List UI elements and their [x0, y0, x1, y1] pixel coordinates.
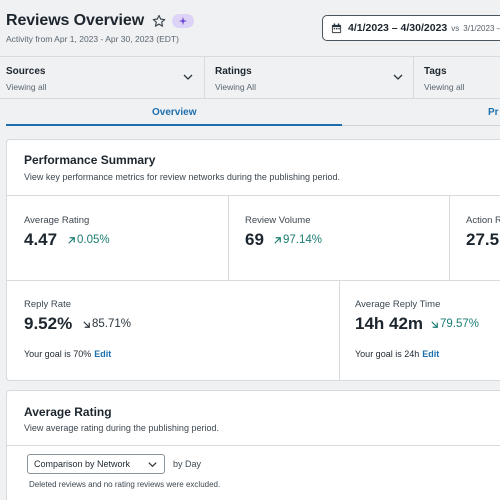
chevron-down-icon	[393, 74, 403, 80]
metric-change: 0.05%	[66, 234, 110, 246]
ai-assist-badge[interactable]	[172, 14, 195, 28]
divider	[7, 195, 500, 196]
metric-change: 85.71%	[81, 318, 131, 330]
by-day-label: by Day	[173, 459, 202, 469]
card-description: View average rating during the publishin…	[24, 423, 219, 433]
metric-value: 9.52%	[24, 314, 73, 333]
arrow-down-right-icon	[83, 320, 90, 328]
metric-action-rate[interactable]: Action R 27.5	[466, 215, 500, 255]
metric-change: 79.57%	[429, 318, 479, 330]
star-outline-icon[interactable]	[152, 14, 166, 28]
performance-summary-card: Performance Summary View key performance…	[6, 139, 500, 381]
comparison-range: 3/1/2023 –	[463, 23, 500, 33]
divider	[339, 280, 340, 380]
goal-label: Your goal is 70%	[24, 349, 92, 359]
metric-value: 14h 42m	[355, 314, 424, 333]
tab-bar: Overview Pr	[0, 99, 500, 129]
filter-tags[interactable]: Tags Viewing all	[418, 57, 500, 99]
metric-reply-rate[interactable]: Reply Rate 9.52% 85.71% Your goal is 70%…	[24, 299, 324, 369]
divider	[7, 445, 500, 446]
sparkle-icon	[178, 16, 188, 26]
metric-average-rating[interactable]: Average Rating 4.47 0.05%	[24, 215, 224, 255]
card-description: View key performance metrics for review …	[24, 172, 340, 182]
tab-overview[interactable]: Overview	[152, 107, 197, 118]
chevron-down-icon	[148, 462, 157, 468]
metric-change-value: 97.14%	[283, 234, 323, 246]
divider	[449, 195, 450, 280]
comparison-select[interactable]: Comparison by Network	[27, 454, 165, 474]
metric-average-reply-time[interactable]: Average Reply Time 14h 42m 79.57% Your g…	[355, 299, 500, 369]
tab-next[interactable]: Pr	[488, 107, 499, 118]
goal-text: Your goal is 70% Edit	[24, 349, 111, 359]
tab-divider	[342, 125, 500, 126]
metric-label: Average Rating	[24, 215, 90, 226]
goal-text: Your goal is 24h Edit	[355, 349, 439, 359]
metric-label: Average Reply Time	[355, 299, 441, 310]
page-title: Reviews Overview	[6, 12, 145, 29]
filter-label: Tags	[424, 66, 447, 77]
page-header: Reviews Overview Activity from Apr 1, 20…	[0, 0, 500, 56]
chevron-down-icon	[183, 74, 193, 80]
card-title: Average Rating	[24, 405, 112, 419]
card-title: Performance Summary	[24, 153, 156, 167]
comparison-prefix: vs	[451, 23, 460, 33]
filter-sources[interactable]: Sources Viewing all	[0, 57, 205, 99]
date-range-value: 4/1/2023 – 4/30/2023	[348, 22, 448, 34]
filter-label: Ratings	[215, 66, 252, 77]
arrow-up-right-icon	[68, 236, 75, 244]
arrow-up-right-icon	[274, 236, 281, 244]
active-tab-indicator	[6, 124, 342, 126]
filter-value: Viewing all	[424, 82, 465, 92]
filter-bar: Sources Viewing all Ratings Viewing All …	[0, 56, 500, 99]
edit-goal-link[interactable]: Edit	[94, 349, 112, 359]
filter-label: Sources	[6, 66, 46, 77]
select-value: Comparison by Network	[34, 459, 131, 469]
filter-ratings[interactable]: Ratings Viewing All	[209, 57, 414, 99]
metric-review-volume[interactable]: Review Volume 69 97.14%	[245, 215, 445, 255]
metric-label: Review Volume	[245, 215, 311, 226]
metric-change: 97.14%	[272, 234, 322, 246]
calendar-icon	[331, 22, 342, 33]
goal-label: Your goal is 24h	[355, 349, 420, 359]
average-rating-card: Average Rating View average rating durin…	[6, 390, 500, 500]
divider	[228, 195, 229, 280]
edit-goal-link[interactable]: Edit	[422, 349, 440, 359]
metric-label: Reply Rate	[24, 299, 71, 310]
metric-value: 69	[245, 230, 264, 249]
title-row: Reviews Overview	[6, 12, 195, 30]
date-range-button[interactable]: 4/1/2023 – 4/30/2023 vs 3/1/2023 –	[322, 15, 500, 41]
filter-value: Viewing All	[215, 82, 256, 92]
activity-subtitle: Activity from Apr 1, 2023 - Apr 30, 2023…	[6, 34, 179, 44]
exclusion-note: Deleted reviews and no rating reviews we…	[29, 480, 221, 489]
metric-change-value: 85.71%	[92, 318, 132, 330]
metric-value: 4.47	[24, 230, 58, 249]
metric-value: 27.5	[466, 230, 500, 249]
filter-value: Viewing all	[6, 82, 47, 92]
metric-change-value: 79.57%	[440, 318, 480, 330]
metric-label: Action R	[466, 215, 500, 226]
divider	[7, 280, 500, 281]
arrow-down-right-icon	[431, 320, 438, 328]
metric-change-value: 0.05%	[77, 234, 110, 246]
